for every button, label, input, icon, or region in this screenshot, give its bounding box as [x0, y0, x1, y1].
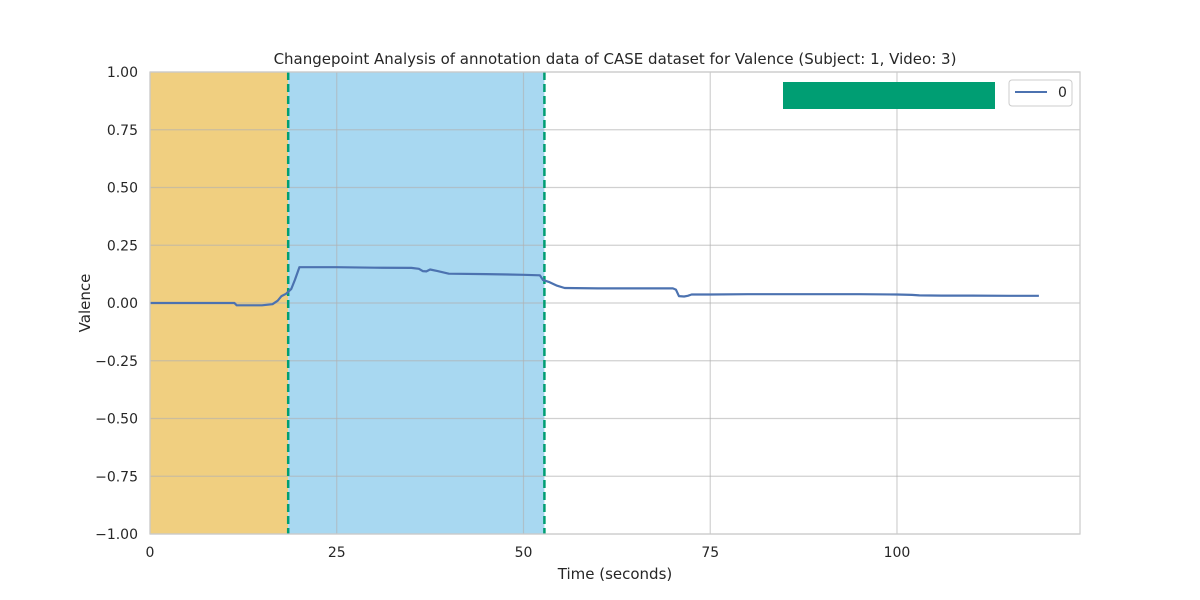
y-tick-label: −0.50 — [95, 412, 138, 428]
x-tick-label: 75 — [701, 545, 719, 561]
y-tick-label: 0.00 — [107, 296, 138, 312]
tick-labels: 0 25 50 75 100 1.00 0.75 0.50 0.25 0.00 −0.25 −0.50… — [95, 65, 910, 561]
x-tick-label: 50 — [515, 545, 533, 561]
y-tick-label: 0.25 — [107, 238, 138, 254]
chart-title: Changepoint Analysis of annotation data … — [274, 50, 957, 68]
y-tick-label: 1.00 — [107, 65, 138, 81]
y-tick-label: −0.75 — [95, 469, 138, 485]
y-tick-label: 0.50 — [107, 181, 138, 197]
y-tick-label: −1.00 — [95, 527, 138, 543]
series-line — [150, 266, 1039, 307]
y-tick-label: −0.25 — [95, 354, 138, 370]
legend-label: 0 — [1058, 85, 1067, 101]
x-axis-label: Time (seconds) — [557, 565, 673, 583]
y-axis-label: Valence — [76, 274, 94, 333]
annotation-bar — [783, 82, 995, 109]
x-tick-label: 25 — [328, 545, 346, 561]
annotation-layer — [783, 82, 995, 109]
plot-frame — [149, 71, 1081, 535]
data-series — [150, 266, 1039, 307]
x-tick-label: 100 — [884, 545, 911, 561]
changepoint-lines — [286, 72, 546, 534]
y-tick-label: 0.75 — [107, 123, 138, 139]
x-tick-label: 0 — [146, 545, 155, 561]
legend: 0 — [1008, 79, 1073, 107]
